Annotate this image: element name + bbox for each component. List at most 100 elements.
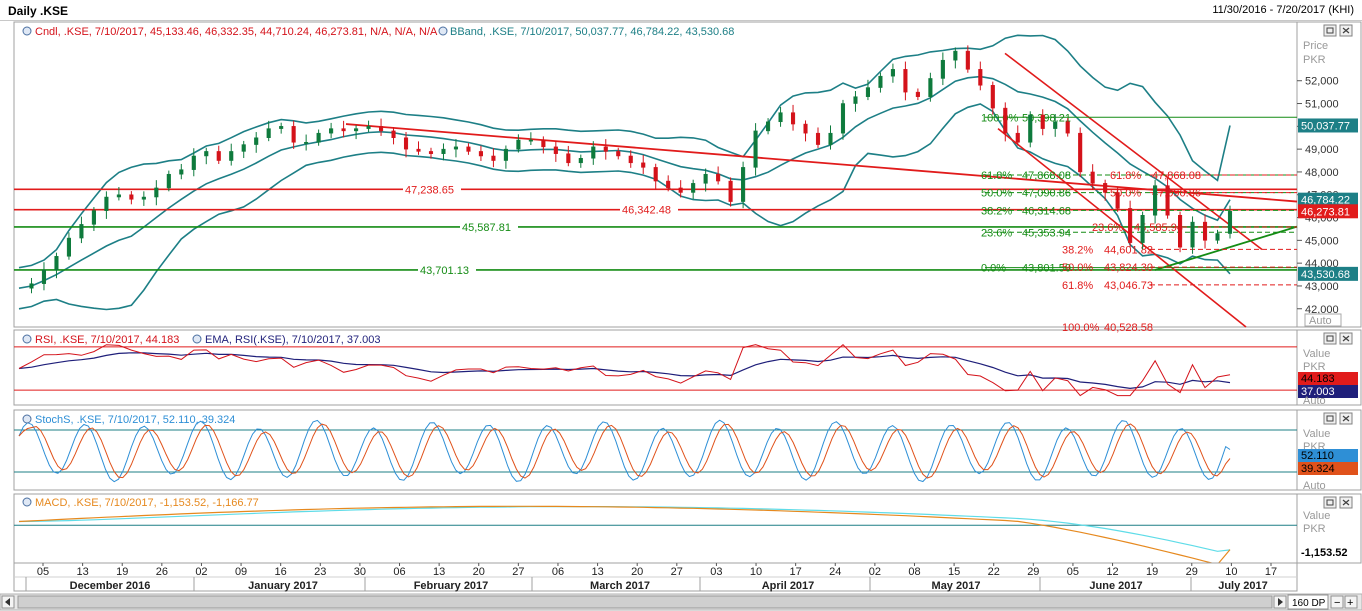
candle-down xyxy=(903,69,908,93)
x-tick-label: 17 xyxy=(790,566,802,578)
candle-up xyxy=(953,50,958,61)
x-tick-label: 20 xyxy=(473,566,485,578)
expand-icon[interactable] xyxy=(1323,412,1337,425)
fib-ext-value: 47,868.08 xyxy=(1152,170,1201,182)
chevron-left-icon xyxy=(5,598,10,606)
axis-title: Value xyxy=(1303,348,1330,360)
candle-up xyxy=(853,96,858,104)
macd-legend: MACD, .KSE, 7/10/2017, -1,153.52, -1,166… xyxy=(35,497,259,509)
scrollbar-thumb[interactable] xyxy=(17,595,1273,609)
fib-pct: 50.0% xyxy=(981,188,1012,200)
macd-pane: MACD, .KSE, 7/10/2017, -1,153.52, -1,166… xyxy=(14,497,1347,566)
candle-up xyxy=(1153,185,1158,216)
candle-down xyxy=(1003,107,1008,134)
fib-ext-value: 47,090.86 xyxy=(1152,188,1201,200)
candle-up xyxy=(878,75,883,88)
x-tick-label: 06 xyxy=(393,566,405,578)
candle-up xyxy=(865,87,870,97)
candle-up xyxy=(1028,114,1033,143)
expand-icon[interactable] xyxy=(1326,27,1334,34)
expand-icon[interactable] xyxy=(1323,332,1337,345)
stoch-k-line xyxy=(18,419,1231,483)
stoch-d-tag-label: 39.324 xyxy=(1301,463,1335,475)
x-tick-label: 29 xyxy=(1027,566,1039,578)
candle-down xyxy=(978,69,983,86)
candle-down xyxy=(1165,185,1170,216)
close-icon[interactable] xyxy=(1342,499,1350,506)
axis-title: Value xyxy=(1303,428,1330,440)
close-icon[interactable] xyxy=(1342,27,1350,34)
axis-unit: PKR xyxy=(1303,54,1326,66)
expand-icon[interactable] xyxy=(1326,415,1334,422)
fib-ext-pct: 100.0% xyxy=(1062,322,1100,334)
candle-up xyxy=(266,128,271,138)
candle-up xyxy=(940,59,945,79)
candle-down xyxy=(965,50,970,70)
candle-up xyxy=(778,112,783,123)
pane-frame xyxy=(13,409,1298,491)
price-tag-label: 43,530.68 xyxy=(1301,269,1350,281)
candle-down xyxy=(1015,132,1020,143)
expand-icon[interactable] xyxy=(1323,496,1337,509)
zoom-box xyxy=(1287,594,1329,610)
candle-up xyxy=(591,146,596,159)
price-tag xyxy=(1298,204,1358,219)
candle-up xyxy=(516,139,521,150)
candle-up xyxy=(753,130,758,168)
candle-up xyxy=(441,148,446,154)
candle-down xyxy=(616,151,621,157)
price-tag xyxy=(1298,266,1358,281)
title-bar: Daily .KSE 11/30/2016 - 7/20/2017 (KHI) xyxy=(0,0,1362,21)
y-tick-label: 49,000 xyxy=(1305,144,1339,156)
candle-up xyxy=(79,224,84,239)
x-tick-label: 03 xyxy=(710,566,722,578)
plus-icon: + xyxy=(1347,597,1353,609)
x-tick-label: 26 xyxy=(156,566,168,578)
candle-up xyxy=(741,167,746,202)
close-icon[interactable] xyxy=(1342,335,1350,342)
x-tick-label: 27 xyxy=(671,566,683,578)
stoch-legend: StochS, .KSE, 7/10/2017, 52.110, 39.324 xyxy=(35,414,235,426)
close-icon[interactable] xyxy=(1342,415,1350,422)
price-tag-label: 46,273.81 xyxy=(1301,206,1350,218)
scrollbar: 160 DP − + xyxy=(0,593,1362,611)
candle-down xyxy=(478,151,483,157)
candle-up xyxy=(91,210,96,225)
candle-up xyxy=(241,144,246,152)
candle-down xyxy=(553,146,558,154)
candle-down xyxy=(379,126,384,132)
stoch-d-line xyxy=(18,423,1231,479)
candle-up xyxy=(116,194,121,198)
candle-down xyxy=(666,180,671,189)
month-label: June 2017 xyxy=(1089,580,1142,592)
expand-icon[interactable] xyxy=(1326,499,1334,506)
x-tick-label: 08 xyxy=(908,566,920,578)
candle-up xyxy=(54,256,59,271)
candle-up xyxy=(1190,221,1195,248)
zoom-in-button[interactable] xyxy=(1344,595,1358,609)
candle-up xyxy=(316,132,321,143)
month-label: December 2016 xyxy=(70,580,151,592)
candle-down xyxy=(815,132,821,145)
expand-icon[interactable] xyxy=(1326,335,1334,342)
x-tick-label: 05 xyxy=(37,566,49,578)
candle-down xyxy=(491,155,496,161)
level-label-bg xyxy=(460,220,518,233)
candle-up xyxy=(41,269,47,284)
candle-down xyxy=(216,151,221,161)
trend-line-up xyxy=(1154,225,1298,271)
candle-up xyxy=(254,137,259,145)
candle-down xyxy=(641,162,646,168)
auto-button[interactable] xyxy=(1304,313,1342,327)
candle-down xyxy=(1178,215,1183,248)
x-tick-label: 29 xyxy=(1186,566,1198,578)
bband-middle xyxy=(18,75,1231,289)
x-tick-label: 10 xyxy=(750,566,762,578)
candle-up xyxy=(528,139,533,142)
expand-icon[interactable] xyxy=(1323,24,1337,37)
zoom-out-button[interactable] xyxy=(1330,595,1344,609)
stoch-d-tag xyxy=(1298,462,1358,475)
candle-up xyxy=(503,148,508,161)
candle-down xyxy=(566,153,571,164)
